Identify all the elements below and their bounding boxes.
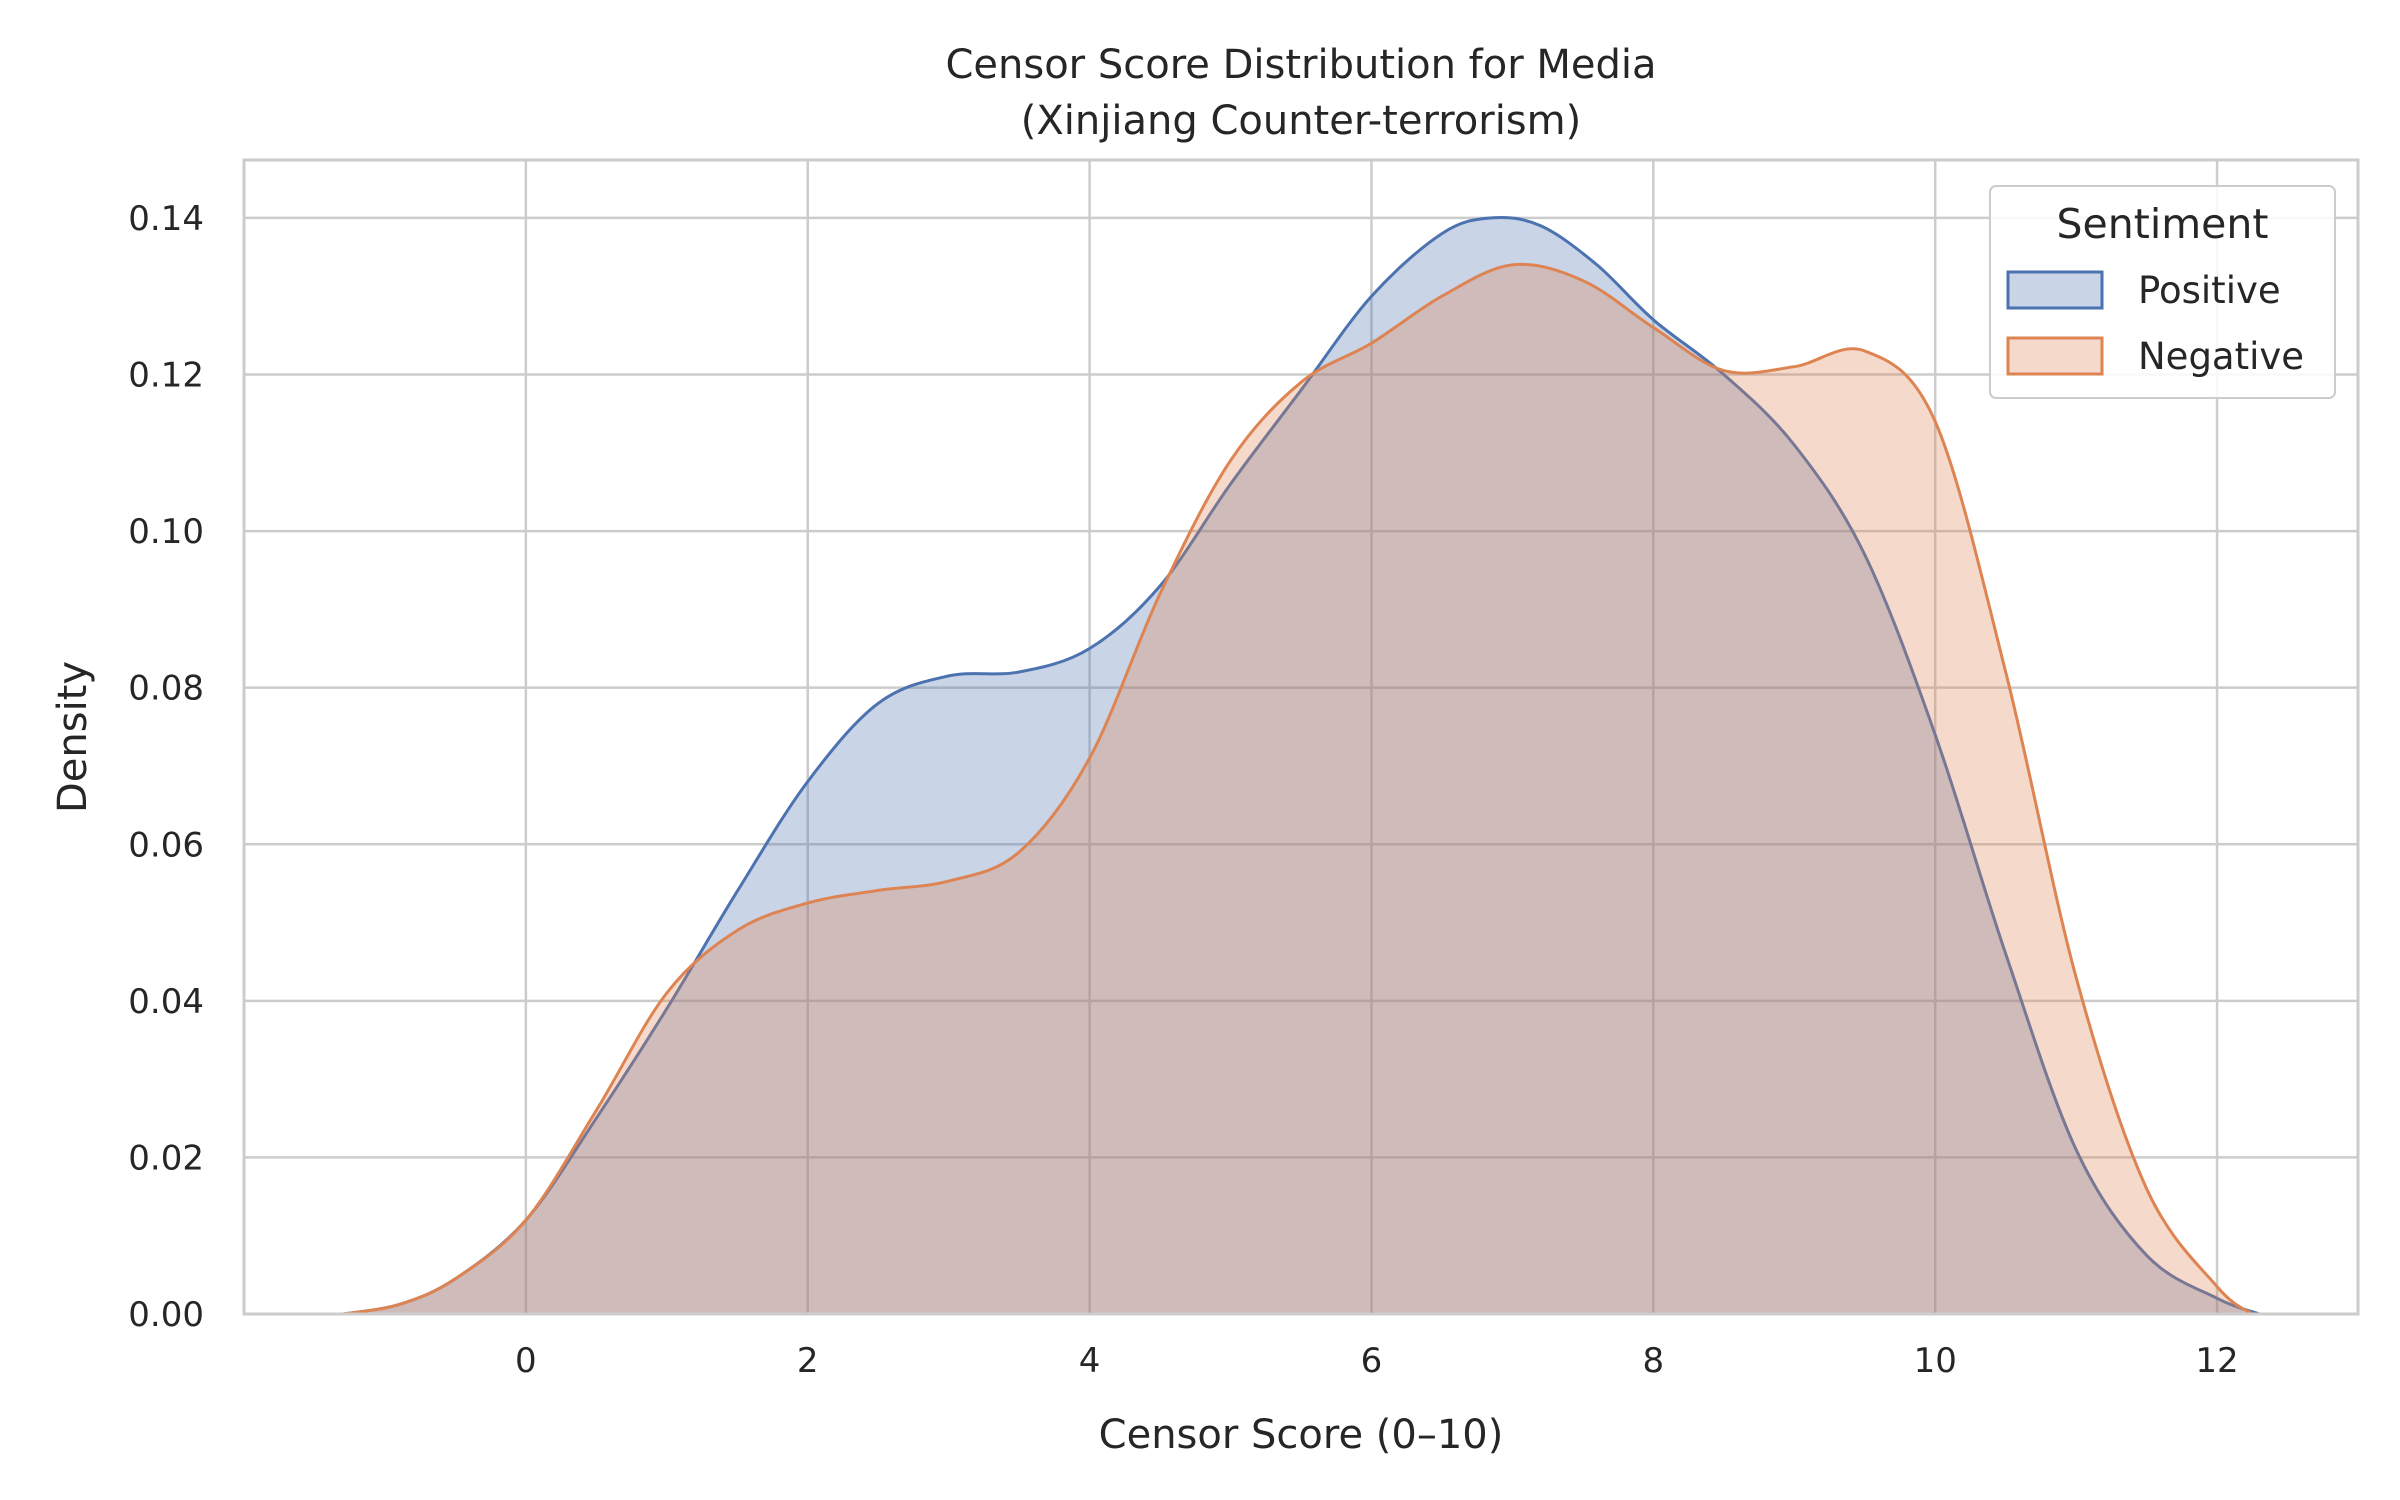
legend: Sentiment Positive Negative: [1989, 185, 2336, 399]
x-tick-label: 10: [1914, 1341, 1957, 1381]
series-positive-line: [342, 215, 2260, 1316]
legend-label-negative: Negative: [2138, 335, 2304, 378]
series-layer: [342, 215, 2260, 1316]
y-tick-label: 0.00: [128, 1295, 204, 1335]
y-tick-label: 0.10: [128, 512, 204, 552]
x-tick-label: 4: [1079, 1341, 1101, 1381]
y-tick-label: 0.12: [128, 356, 204, 396]
legend-swatch-negative: [2006, 336, 2104, 376]
legend-swatch-positive: [2006, 270, 2104, 310]
x-tick-label: 6: [1361, 1341, 1383, 1381]
chart-title: Censor Score Distribution for Media: [945, 42, 1656, 88]
series-positive-area: [342, 217, 2260, 1315]
plot-frame: [242, 158, 2360, 1316]
y-axis-label: Density: [50, 661, 96, 813]
x-tick-label: 0: [515, 1341, 537, 1381]
x-tick-label: 2: [797, 1341, 819, 1381]
series-negative-area: [342, 264, 2253, 1315]
x-axis-ticks: 0 2 4 6 8 10 12: [515, 1341, 2239, 1381]
legend-box: [1989, 185, 2336, 399]
x-tick-label: 12: [2195, 1341, 2238, 1381]
x-axis-label: Censor Score (0–10): [1099, 1412, 1504, 1458]
y-tick-label: 0.14: [128, 199, 204, 239]
x-tick-label: 8: [1643, 1341, 1665, 1381]
y-tick-label: 0.08: [128, 669, 204, 709]
legend-title: Sentiment: [2057, 200, 2269, 248]
legend-entries: Positive Negative: [2006, 269, 2304, 378]
y-tick-label: 0.02: [128, 1138, 204, 1178]
legend-label-positive: Positive: [2138, 269, 2281, 312]
y-axis-ticks: 0.00 0.02 0.04 0.06 0.08 0.10 0.12 0.14: [128, 199, 204, 1335]
y-tick-label: 0.04: [128, 982, 204, 1022]
series-negative-line: [342, 262, 2254, 1316]
y-tick-label: 0.06: [128, 825, 204, 865]
chart-subtitle: (Xinjiang Counter-terrorism): [1021, 98, 1581, 144]
